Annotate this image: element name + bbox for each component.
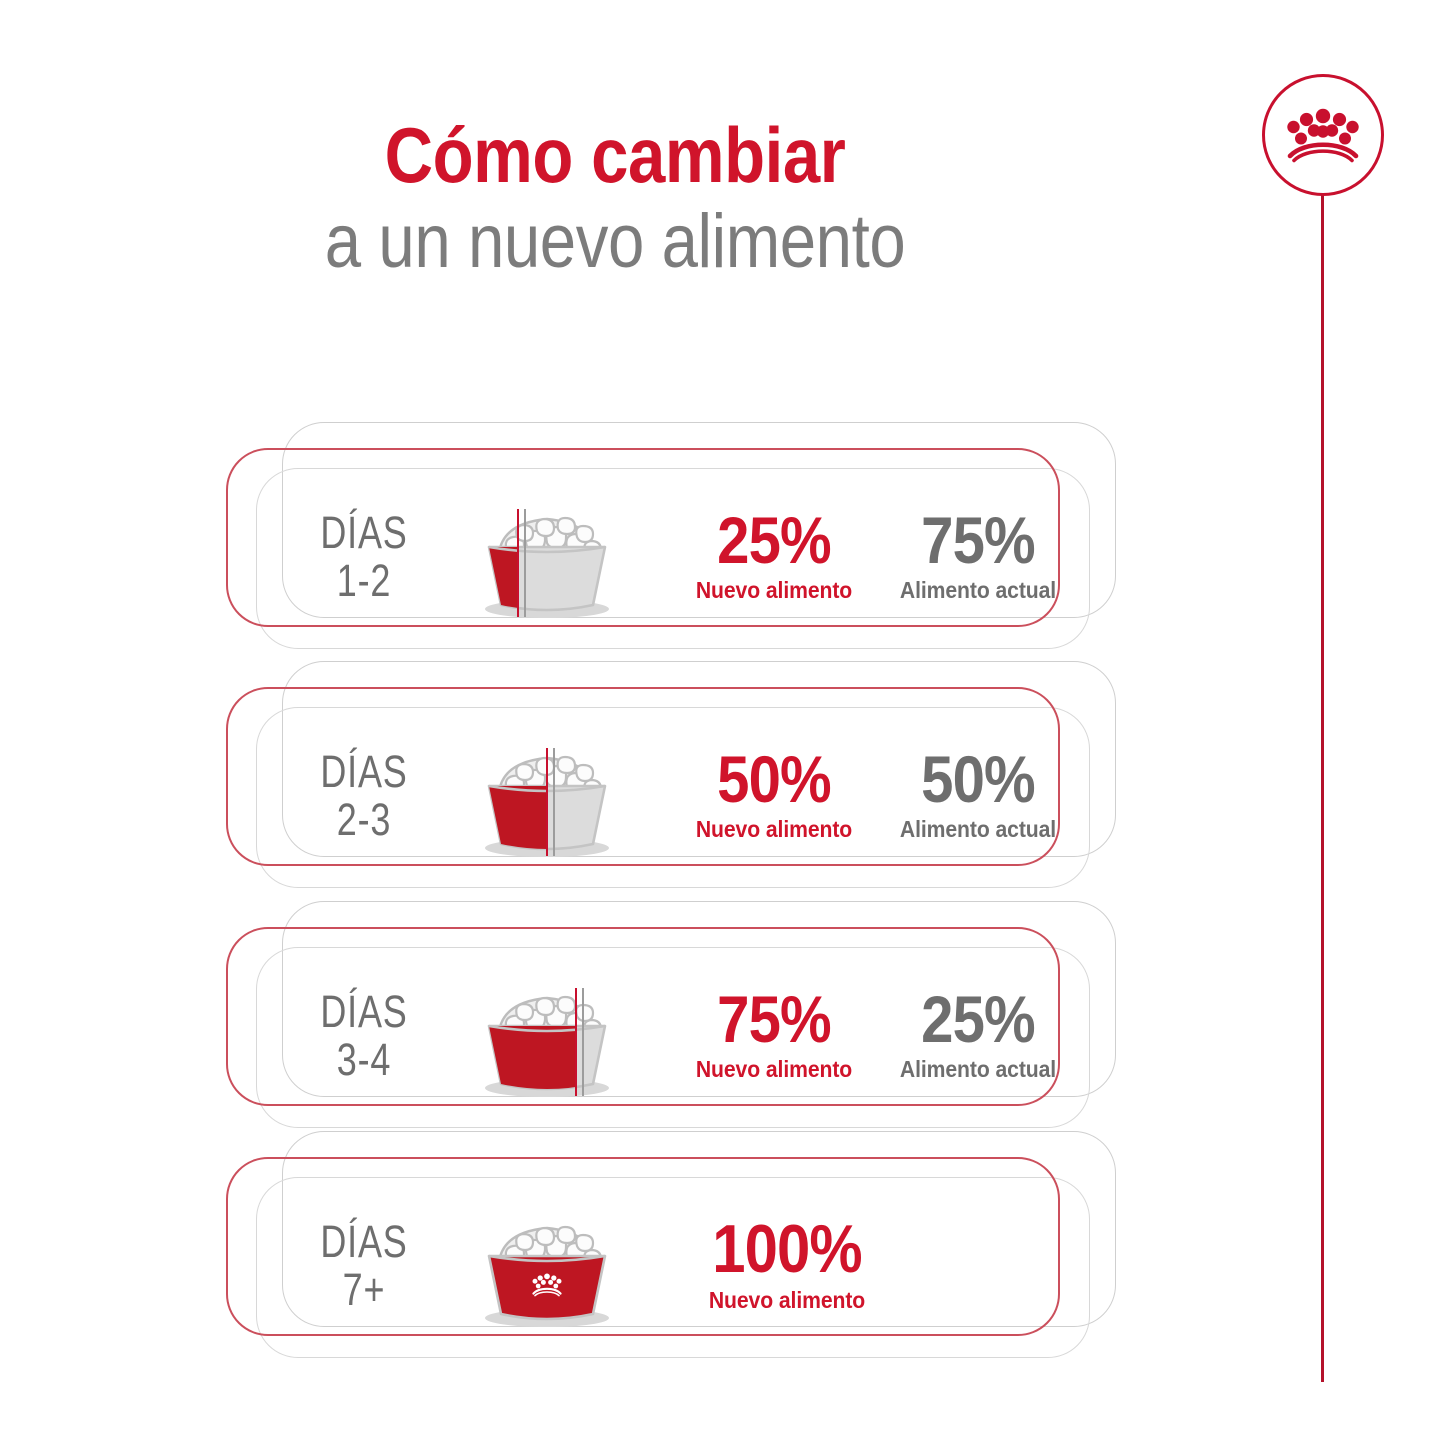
card-layer-back [282, 901, 1116, 1097]
days-word: DÍAS [320, 1216, 408, 1268]
days-range: 7+ [342, 1264, 386, 1316]
card-layer-red [226, 927, 1060, 1106]
bowl-illustration-cell [444, 1193, 650, 1343]
card-layer-back [282, 422, 1116, 618]
new-food-block: 100% Nuevo alimento [656, 1210, 918, 1319]
new-food-percent: 100% [712, 1210, 862, 1287]
new-food-percent: 25% [717, 502, 831, 577]
page-title: Cómo cambiar a un nuevo alimento [0, 111, 1230, 288]
logo-stem-line [1321, 134, 1324, 1382]
dog-food-bowl-icon [485, 987, 609, 1097]
new-food-block: 75% Nuevo alimento [672, 981, 876, 1088]
days-range: 2-3 [336, 794, 392, 846]
days-range: 1-2 [336, 555, 392, 607]
days-label: DÍAS 3-4 [284, 989, 444, 1085]
new-food-block: 50% Nuevo alimento [672, 741, 876, 848]
title-line-primary: Cómo cambiar [384, 111, 846, 199]
card-layer-red [226, 448, 1060, 627]
current-food-label: Alimento actual [899, 577, 1057, 604]
card-layer-front [256, 707, 1090, 888]
title-line-secondary: a un nuevo alimento [324, 198, 906, 284]
current-food-percent: 75% [921, 502, 1035, 577]
new-food-label: Nuevo alimento [695, 1056, 853, 1083]
dog-food-bowl-icon [485, 747, 609, 857]
card-layer-back [282, 661, 1116, 857]
card-layer-front [256, 947, 1090, 1128]
card-layer-front [256, 468, 1090, 649]
new-food-label: Nuevo alimento [695, 816, 853, 843]
percentages: 100% Nuevo alimento [650, 1210, 1122, 1319]
dog-food-bowl-icon [485, 508, 609, 618]
bowl-illustration-cell [444, 963, 650, 1113]
new-food-label: Nuevo alimento [708, 1287, 866, 1314]
current-food-block: 75% Alimento actual [876, 502, 1080, 609]
percentages: 25% Nuevo alimento 75% Alimento actual [650, 502, 1090, 609]
card-layer-front [256, 1177, 1090, 1358]
days-range: 3-4 [336, 1034, 392, 1086]
days-word: DÍAS [320, 507, 408, 559]
percentages: 75% Nuevo alimento 25% Alimento actual [650, 981, 1090, 1088]
days-label: DÍAS 2-3 [284, 749, 444, 845]
transition-step-row: DÍAS 3-4 [226, 899, 1116, 1135]
percentages: 50% Nuevo alimento 50% Alimento actual [650, 741, 1090, 848]
days-word: DÍAS [320, 746, 408, 798]
new-food-percent: 50% [717, 741, 831, 816]
new-food-label: Nuevo alimento [695, 577, 853, 604]
current-food-block: 25% Alimento actual [876, 981, 1080, 1088]
card-layer-back [282, 1131, 1116, 1327]
current-food-percent: 25% [921, 981, 1035, 1056]
transition-step-row: DÍAS 1-2 [226, 420, 1116, 656]
days-label: DÍAS 7+ [284, 1219, 444, 1315]
new-food-percent: 75% [717, 981, 831, 1056]
current-food-label: Alimento actual [899, 816, 1057, 843]
royal-canin-crown-icon [1287, 108, 1359, 163]
transition-step-row: DÍAS 2-3 [226, 659, 1116, 895]
current-food-label: Alimento actual [899, 1056, 1057, 1083]
transition-step-row: DÍAS 7+ [226, 1129, 1116, 1365]
kibble-group [497, 516, 603, 558]
days-label: DÍAS 1-2 [284, 510, 444, 606]
logo-circle [1262, 74, 1384, 196]
new-food-block: 25% Nuevo alimento [672, 502, 876, 609]
days-word: DÍAS [320, 986, 408, 1038]
royal-canin-crown-icon [532, 1273, 562, 1296]
dog-food-bowl-crown-icon [485, 1225, 609, 1327]
card-layer-red [226, 687, 1060, 866]
brand-logo [1262, 74, 1398, 1384]
bowl-illustration-cell [444, 484, 650, 634]
card-layer-red [226, 1157, 1060, 1336]
current-food-block: 50% Alimento actual [876, 741, 1080, 848]
bowl-illustration-cell [444, 723, 650, 873]
current-food-percent: 50% [921, 741, 1035, 816]
